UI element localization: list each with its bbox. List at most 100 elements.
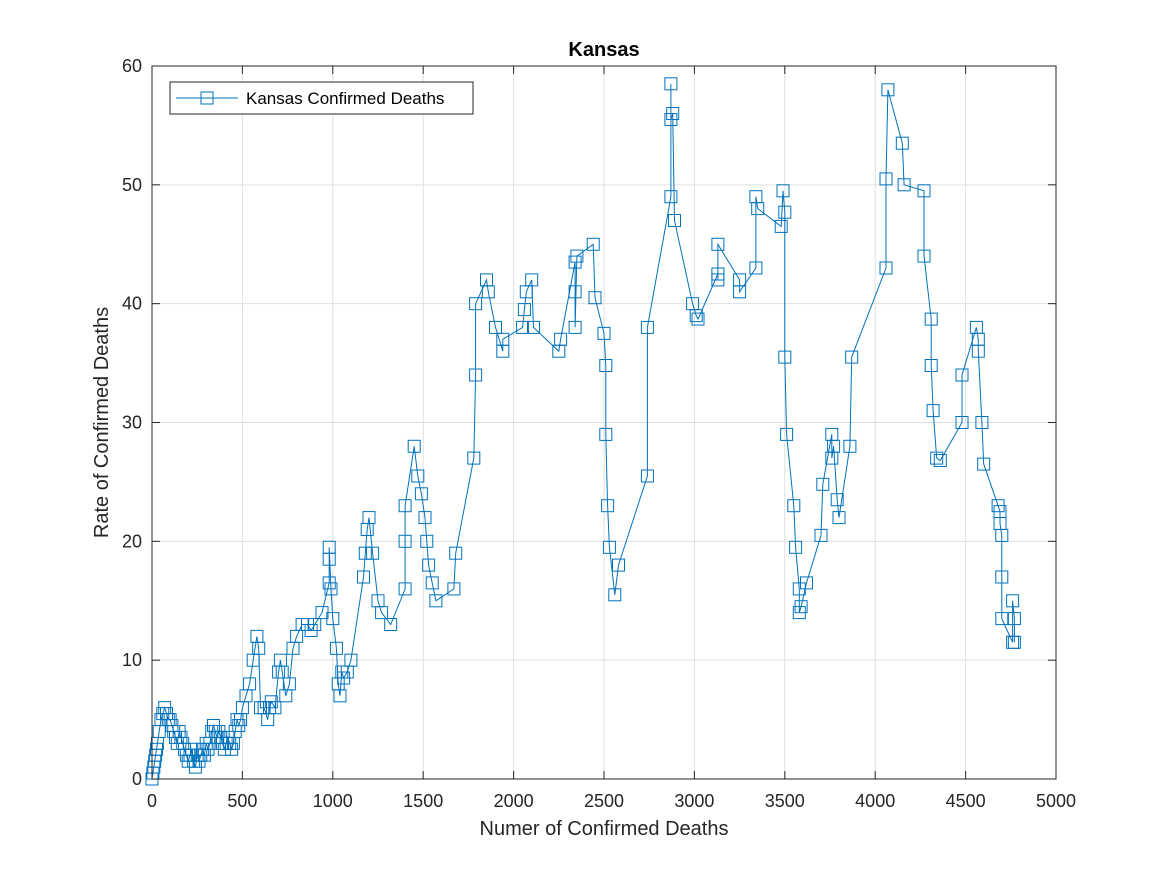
data-point-marker: [449, 546, 463, 560]
data-point-marker: [1007, 635, 1021, 649]
data-point-marker: [469, 297, 483, 311]
legend-entry-label: Kansas Confirmed Deaths: [246, 89, 444, 108]
data-point-marker: [689, 309, 703, 323]
data-point-marker: [787, 499, 801, 513]
data-point-marker: [467, 451, 481, 465]
data-point-marker: [711, 237, 725, 251]
y-axis-label: Rate of Confirmed Deaths: [91, 307, 113, 538]
data-point-marker: [425, 576, 439, 590]
x-tick-label: 0: [147, 791, 157, 811]
data-point-marker: [527, 320, 540, 334]
data-point-marker: [411, 469, 425, 483]
data-point-marker: [933, 454, 947, 467]
data-point-marker: [496, 332, 510, 346]
data-point-marker: [930, 451, 944, 465]
data-point-marker: [977, 457, 991, 471]
data-point-marker: [789, 540, 803, 554]
legend-marker-square: [200, 91, 214, 105]
data-point-marker: [924, 359, 938, 372]
data-point-marker: [733, 285, 747, 299]
data-point-marker: [252, 641, 266, 655]
data-point-marker: [357, 570, 370, 584]
data-point-marker: [588, 291, 602, 305]
x-axis-label: Numer of Confirmed Deaths: [480, 818, 729, 840]
data-point-marker: [570, 249, 584, 263]
data-point-marker: [612, 558, 625, 572]
data-point-marker: [407, 439, 421, 453]
data-point-marker: [917, 184, 931, 198]
data-point-marker: [926, 404, 940, 418]
data-point-marker: [845, 350, 859, 364]
y-tick-label: 0: [132, 769, 142, 789]
x-tick-label: 1500: [403, 791, 443, 811]
data-point-marker: [879, 172, 893, 186]
x-tick-label: 3500: [765, 791, 805, 811]
data-point-marker: [469, 368, 483, 382]
data-point-marker: [843, 439, 857, 453]
data-point-marker: [329, 641, 343, 655]
data-point-marker: [308, 618, 322, 631]
data-point-marker: [780, 427, 794, 441]
data-point-marker: [362, 511, 376, 525]
data-point-marker: [568, 285, 582, 299]
ticks: [151, 65, 1057, 780]
data-point-marker: [917, 249, 931, 263]
data-point-marker: [517, 303, 531, 317]
data-point-marker: [751, 202, 765, 216]
data-point-marker: [586, 237, 600, 251]
data-point-marker: [879, 261, 893, 275]
data-point-marker: [602, 540, 616, 554]
data-point-marker: [358, 546, 372, 560]
data-point-marker: [832, 511, 846, 525]
x-tick-label: 4500: [946, 791, 986, 811]
data-point-marker: [375, 606, 389, 620]
data-point-marker: [608, 588, 622, 602]
data-point-marker: [749, 261, 763, 275]
data-point-marker: [268, 701, 282, 715]
data-point-marker: [481, 285, 495, 299]
data-point-marker: [516, 320, 530, 334]
data-point-marker: [447, 582, 461, 596]
tick-labels: 0 500 1000 1500 2000 2500 3000 3500 4000 4500 5000…: [122, 56, 1076, 811]
data-point-marker: [282, 677, 296, 691]
data-point-marker: [398, 534, 412, 548]
data-point-marker: [599, 427, 613, 441]
series-markers: [145, 77, 1021, 786]
data-point-marker: [778, 350, 792, 364]
data-point-marker: [774, 219, 788, 233]
data-point-marker: [599, 359, 613, 372]
data-point-marker: [333, 689, 347, 703]
x-tick-label: 2000: [494, 791, 534, 811]
data-point-marker: [778, 205, 792, 219]
data-point-marker: [489, 320, 502, 334]
data-point-marker: [897, 178, 911, 192]
data-point-marker: [895, 136, 909, 150]
data-point-marker: [322, 540, 336, 554]
data-point-marker: [666, 107, 680, 120]
data-point-marker: [955, 368, 969, 382]
data-point-marker: [827, 439, 841, 453]
data-point-marker: [664, 190, 678, 204]
x-tick-label: 1000: [313, 791, 353, 811]
data-point-marker: [1007, 612, 1021, 626]
data-point-marker: [597, 326, 611, 340]
data-point-marker: [429, 594, 443, 608]
x-tick-label: 3000: [674, 791, 714, 811]
x-tick-label: 5000: [1036, 791, 1076, 811]
data-point-marker: [243, 677, 257, 691]
y-tick-label: 30: [122, 413, 142, 433]
data-point-marker: [971, 344, 985, 358]
data-point-marker: [326, 612, 340, 626]
data-point-marker: [691, 312, 705, 326]
data-point-marker: [418, 511, 432, 525]
data-point-marker: [668, 214, 681, 227]
data-point-marker: [366, 546, 380, 560]
data-point-marker: [816, 477, 830, 491]
data-point-marker: [800, 576, 813, 590]
y-tick-label: 20: [122, 531, 142, 551]
data-point-marker: [1006, 594, 1020, 608]
data-point-marker: [975, 416, 989, 429]
y-tick-label: 10: [122, 650, 142, 670]
y-tick-label: 50: [122, 175, 142, 195]
